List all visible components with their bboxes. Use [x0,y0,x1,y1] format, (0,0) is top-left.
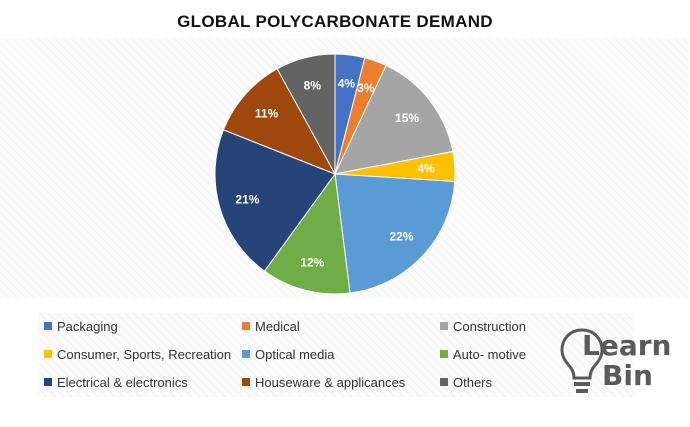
legend-item-5: Auto- motive [440,346,526,362]
pie-slice-2 [334,64,454,175]
legend-swatch-4 [242,350,250,358]
legend-label-2: Construction [453,318,526,334]
data-label-5: 12% [300,255,324,269]
legend-swatch-7 [242,378,250,386]
legend-swatch-8 [440,378,448,386]
legend-item-1: Medical [242,318,300,334]
legend-label-0: Packaging [57,318,118,334]
legend-item-6: Electrical & electronics [44,374,188,390]
legend-item-0: Packaging [44,318,118,334]
legend-item-4: Optical media [242,346,334,362]
legend-swatch-2 [440,322,448,330]
legend-swatch-6 [44,378,52,386]
data-label-3: 4% [417,161,435,175]
legend-label-6: Electrical & electronics [57,374,188,390]
pie-slice-6 [214,129,336,272]
pie-slice-7 [222,68,337,175]
data-label-4: 22% [389,229,413,243]
legend-item-2: Construction [440,318,526,334]
legend-label-8: Others [453,374,493,390]
legend-item-3: Consumer, Sports, Recreation [44,346,231,362]
data-label-2: 15% [395,111,419,125]
logo-text-learn: Learn [582,329,672,362]
legend-swatch-3 [44,350,52,358]
legend-label-5: Auto- motive [453,346,526,362]
legend-label-1: Medical [255,318,300,334]
learnbin-logo: Learn Bin [560,322,672,402]
legend-label-3: Consumer, Sports, Recreation [57,346,232,362]
legend-label-7: Houseware & applicances [255,374,406,390]
data-label-0: 4% [338,77,356,91]
pie-slice-4 [334,173,456,294]
chart-title: GLOBAL POLYCARBONATE DEMAND [177,12,493,31]
lightbulb-icon [560,328,604,393]
logo-text-bin: Bin [602,359,653,392]
data-label-8: 8% [304,79,322,93]
data-label-1: 3% [357,81,375,95]
legend-swatch-1 [242,322,250,330]
legend-area [38,313,634,397]
legend-swatch-0 [44,322,52,330]
data-label-7: 11% [255,107,279,121]
data-label-6: 21% [235,192,259,206]
pie-slice-5 [263,172,351,295]
legend-item-8: Others [440,374,492,390]
legend-label-4: Optical media [255,346,335,362]
pie-slice-8 [276,53,336,175]
legend-swatch-5 [440,350,448,358]
legend-item-7: Houseware & applicances [242,374,405,390]
